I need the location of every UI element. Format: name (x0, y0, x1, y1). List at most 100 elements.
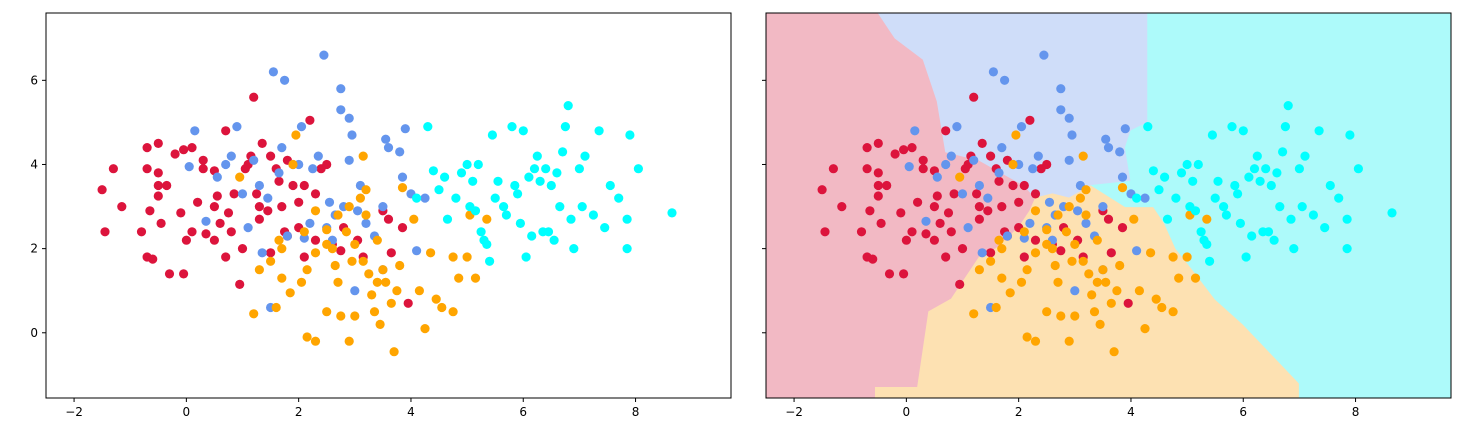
point-red (1106, 248, 1116, 258)
point-red (865, 206, 875, 216)
point-cyan (605, 180, 615, 191)
point-red (299, 252, 309, 262)
point-red (254, 214, 264, 224)
point-blue (201, 216, 211, 226)
point-orange (358, 151, 368, 161)
point-orange (1053, 210, 1063, 220)
point-red (876, 218, 886, 228)
point-cyan (1261, 164, 1271, 174)
point-cyan (1219, 202, 1229, 212)
point-orange (1075, 193, 1085, 203)
y-tick-label: 6 (30, 73, 38, 87)
point-red (176, 208, 186, 218)
point-red (907, 143, 917, 153)
point-cyan (1300, 151, 1310, 161)
point-blue (1039, 50, 1049, 60)
point-cyan (1205, 256, 1215, 266)
point-cyan (510, 180, 520, 191)
point-cyan (1308, 210, 1318, 220)
point-orange (1106, 298, 1116, 308)
point-cyan (532, 151, 542, 161)
point-orange (235, 172, 245, 182)
point-blue (274, 168, 284, 178)
point-orange (381, 277, 391, 287)
point-blue (1056, 105, 1066, 115)
point-red (1042, 159, 1052, 170)
point-red (193, 197, 203, 207)
point-orange (369, 307, 380, 317)
point-cyan (574, 164, 585, 174)
plot-area (766, 13, 1451, 398)
point-orange (454, 273, 464, 283)
point-blue (1033, 151, 1043, 161)
point-blue (383, 143, 394, 153)
point-blue (963, 223, 973, 233)
point-cyan (1190, 206, 1201, 216)
point-red (1019, 252, 1029, 262)
x-tick-label: 6 (519, 405, 527, 419)
point-red (868, 254, 878, 264)
point-red (153, 191, 163, 201)
point-red (263, 206, 273, 216)
point-blue (941, 159, 951, 170)
x-tick-label: 4 (407, 405, 415, 419)
point-cyan (428, 166, 438, 176)
point-cyan (535, 176, 545, 186)
point-orange (1140, 324, 1150, 334)
point-cyan (1210, 193, 1220, 203)
point-cyan (1230, 180, 1240, 191)
point-orange (1005, 288, 1015, 298)
point-cyan (1289, 244, 1299, 254)
point-cyan (456, 168, 467, 178)
point-cyan (440, 172, 450, 182)
point-red (949, 189, 959, 199)
point-cyan (614, 193, 624, 203)
point-orange (1078, 256, 1088, 266)
point-red (873, 180, 883, 191)
point-orange (344, 202, 354, 212)
point-orange (1087, 290, 1097, 300)
point-orange (333, 277, 343, 287)
point-blue (243, 223, 253, 233)
point-red (179, 145, 189, 155)
point-cyan (1280, 122, 1290, 132)
point-cyan (1188, 176, 1198, 186)
point-cyan (552, 168, 562, 178)
point-cyan (434, 185, 444, 195)
point-orange (470, 273, 481, 283)
point-blue (1019, 233, 1029, 243)
point-red (918, 155, 928, 165)
point-cyan (1171, 193, 1181, 203)
point-blue (994, 168, 1004, 178)
point-cyan (1342, 244, 1352, 254)
point-red (896, 208, 906, 218)
point-orange (358, 256, 368, 266)
point-orange (302, 265, 312, 275)
point-cyan (1345, 130, 1355, 140)
point-orange (395, 260, 405, 271)
point-red (899, 145, 909, 155)
point-cyan (1334, 193, 1344, 203)
point-blue (400, 124, 410, 134)
point-blue (324, 197, 335, 207)
point-red (862, 164, 872, 174)
point-cyan (600, 223, 610, 233)
point-orange (1064, 336, 1074, 346)
point-red (277, 202, 287, 212)
point-blue (983, 193, 993, 203)
point-red (164, 269, 175, 279)
point-red (229, 189, 239, 199)
point-red (153, 168, 163, 178)
point-orange (330, 260, 340, 271)
point-blue (381, 134, 391, 144)
point-red (817, 185, 827, 195)
point-blue (1120, 124, 1130, 134)
point-orange (1030, 248, 1041, 258)
point-orange (361, 185, 371, 195)
point-cyan (1263, 227, 1274, 237)
point-blue (988, 67, 999, 77)
point-red (929, 235, 940, 245)
point-blue (190, 126, 200, 136)
point-orange (1134, 286, 1144, 296)
point-red (913, 197, 923, 207)
